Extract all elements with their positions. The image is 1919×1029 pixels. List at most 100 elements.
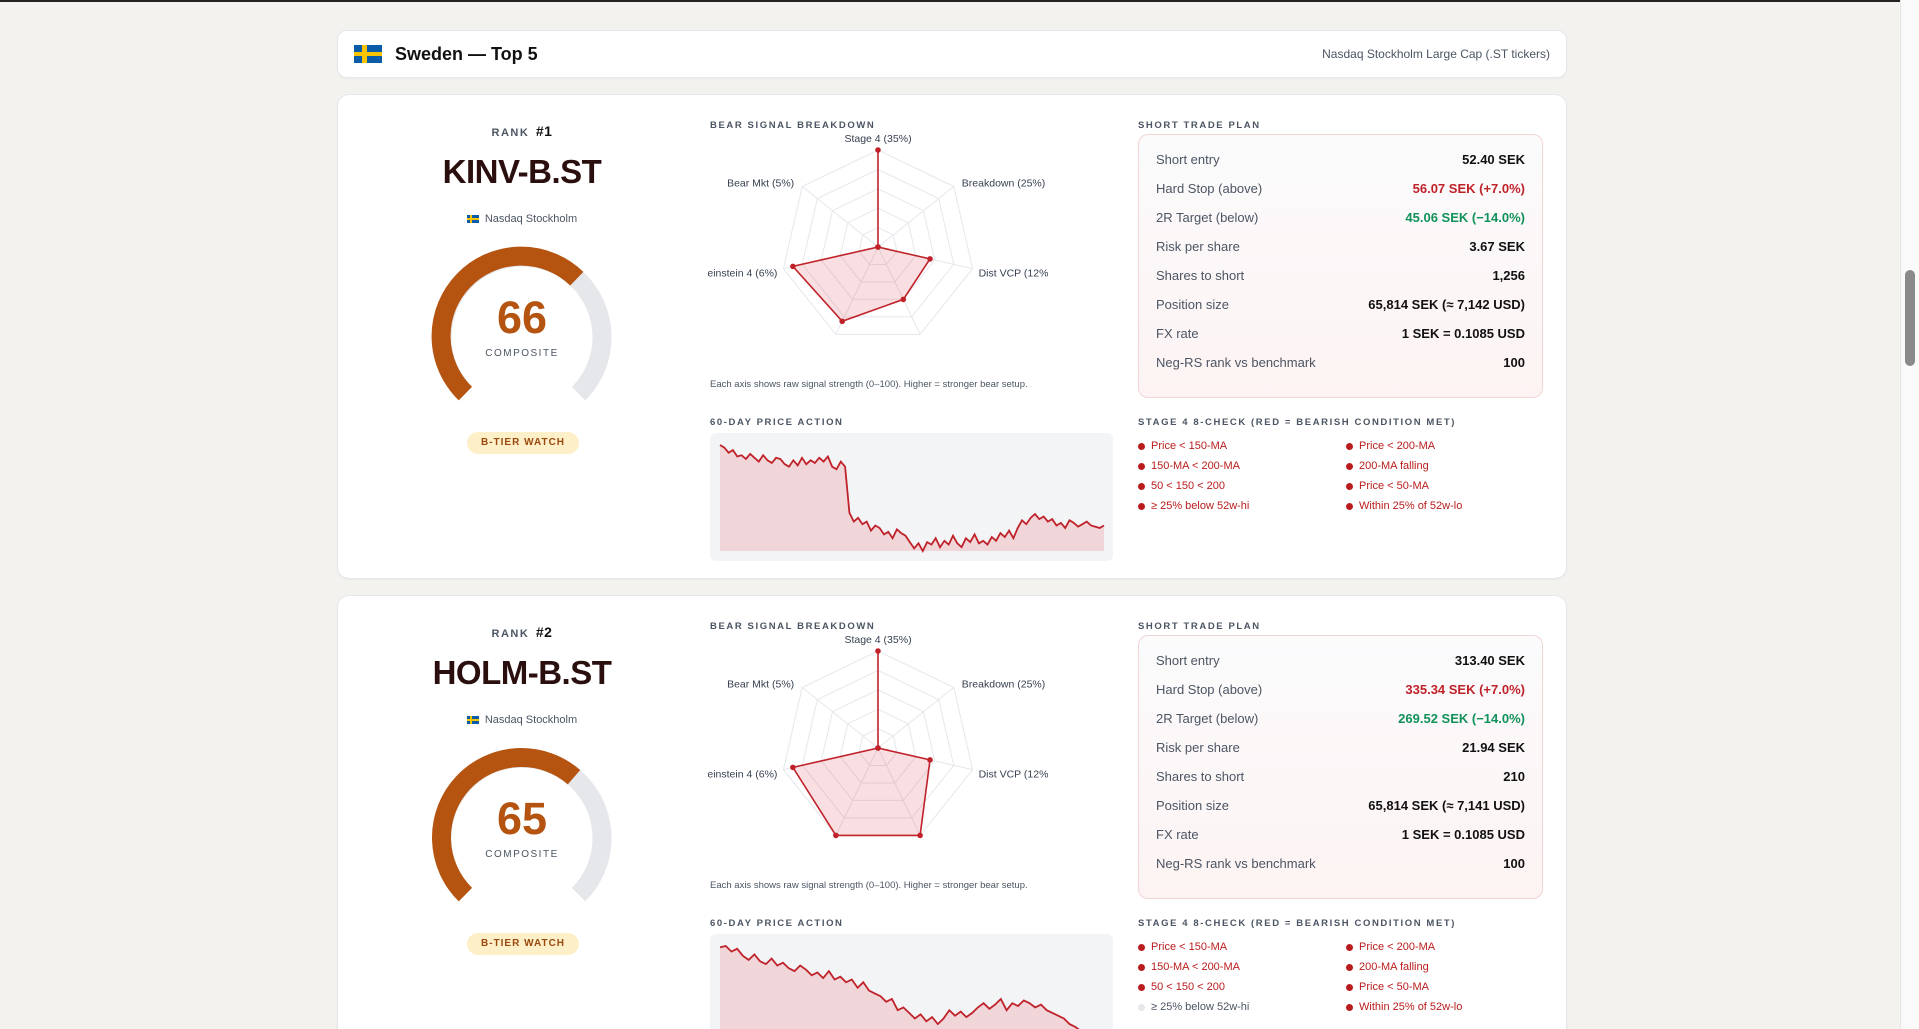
radar-data-area [791,651,931,837]
check-item: ≥ 25% below 52w-hi [1138,498,1346,514]
price-sparkline [719,444,1105,553]
plan-value: 269.52 SEK (−14.0%) [1398,711,1525,726]
plan-label: Neg-RS rank vs benchmark [1156,856,1316,871]
bear-signal-radar-chart: Stage 4 (35%) Breakdown (25%) Dist VCP (12… [708,636,1048,839]
check-dot-icon [1346,462,1353,470]
plan-row: Position size 65,814 SEK (≈ 7,142 USD) [1156,290,1525,319]
radar-axis-line [801,186,879,248]
sweden-flag-icon [354,45,382,63]
plan-value: 1,256 [1492,268,1525,283]
price-action-heading: 60-DAY PRICE ACTION [710,417,844,428]
top-border-line [0,0,1900,2]
price-line [719,945,1080,1029]
radar-axis-line [877,747,921,836]
section-header: Sweden — Top 5 Nasdaq Stockholm Large Ca… [337,30,1567,78]
plan-row: FX rate 1 SEK = 0.1085 USD [1156,820,1525,849]
composite-score: 65 [496,793,548,844]
plan-label: Shares to short [1156,268,1245,283]
check-label: 50 < 150 < 200 [1151,480,1226,492]
radar-grid-ring [839,708,917,784]
plan-label: Risk per share [1156,740,1240,755]
check-item: Price < 150-MA [1138,939,1346,955]
radar-axis-label: Dist VCP (12%) [979,268,1048,280]
price-action-chart [710,433,1113,561]
radar-data-point [875,745,881,751]
stage4-check-heading: STAGE 4 8-CHECK (RED = BEARISH CONDITION… [1138,918,1457,929]
check-label: Price < 200-MA [1359,941,1436,953]
rank-label: RANK #1 [338,123,706,139]
radar-data-point [875,147,881,153]
composite-gauge [431,246,612,401]
radar-axis-line [835,747,879,836]
rank-label: RANK #2 [338,624,706,640]
check-label: Price < 150-MA [1151,440,1228,452]
check-dot-icon [1346,983,1353,991]
radar-grid-ring [820,689,936,801]
check-dot-icon [1138,482,1145,490]
stage4-check-grid: Price < 150-MA Price < 200-MA 150-MA < 200… [1138,939,1543,1015]
price-action-heading: 60-DAY PRICE ACTION [710,918,844,929]
check-dot-icon [1138,462,1145,470]
plan-row: Shares to short 210 [1156,762,1525,791]
sweden-flag-icon [466,716,479,725]
radar-axis-label: Weinstein 4 (6%) [708,769,777,781]
plan-row: Shares to short 1,256 [1156,261,1525,290]
plan-row: 2R Target (below) 269.52 SEK (−14.0%) [1156,704,1525,733]
plan-value: 3.67 SEK [1469,239,1525,254]
radar-grid-ring [858,227,898,265]
plan-row: Neg-RS rank vs benchmark 100 [1156,849,1525,878]
plan-label: Hard Stop (above) [1156,682,1263,697]
plan-label: Short entry [1156,653,1220,668]
plan-row: Short entry 313.40 SEK [1156,646,1525,675]
radar-data-point [875,648,881,654]
plan-row: Neg-RS rank vs benchmark 100 [1156,348,1525,377]
radar-axis-line [877,246,921,335]
check-item: 50 < 150 < 200 [1138,979,1346,995]
plan-value: 1 SEK = 0.1085 USD [1401,326,1525,341]
rank-prefix: RANK [491,628,530,640]
section-subtitle: Nasdaq Stockholm Large Cap (.ST tickers) [1322,47,1550,61]
radar-grid-ring [801,669,955,819]
check-dot-icon [1138,943,1145,951]
radar-axis-label: Weinstein 4 (6%) [708,268,777,280]
radar-note: Each axis shows raw signal strength (0–1… [710,379,1028,390]
check-dot-icon [1138,442,1145,450]
gauge-fill [431,748,581,902]
plan-label: FX rate [1156,827,1199,842]
plan-value: 335.34 SEK (+7.0%) [1405,682,1525,697]
radar-grid-ring [858,728,898,766]
radar-axis-label: Stage 4 (35%) [844,636,911,646]
radar-data-point [790,764,796,771]
plan-label: 2R Target (below) [1156,210,1259,225]
check-item: Price < 150-MA [1138,438,1346,454]
check-label: 50 < 150 < 200 [1151,981,1226,993]
radar-grid-ring [801,168,955,318]
check-label: Within 25% of 52w-lo [1359,1001,1463,1013]
plan-value: 1 SEK = 0.1085 USD [1401,827,1525,842]
radar-data-area [791,150,932,323]
exchange-label: Nasdaq Stockholm [338,714,706,726]
check-item: Within 25% of 52w-lo [1346,999,1543,1015]
scrollbar[interactable] [1900,0,1919,1029]
composite-label: COMPOSITE [485,348,559,359]
check-item: Price < 200-MA [1346,939,1543,955]
radar-note: Each axis shows raw signal strength (0–1… [710,880,1028,891]
check-label: ≥ 25% below 52w-hi [1151,1001,1250,1013]
price-area-fill [720,445,1104,551]
rank-prefix: RANK [491,127,530,139]
check-item: 150-MA < 200-MA [1138,458,1346,474]
check-item: Price < 200-MA [1346,438,1543,454]
bear-breakdown-heading: BEAR SIGNAL BREAKDOWN [710,621,876,632]
radar-axis-line [801,687,879,749]
composite-label: COMPOSITE [485,849,559,860]
radar-data-point [900,296,907,303]
exchange-name: Nasdaq Stockholm [484,714,578,726]
check-item: Price < 50-MA [1346,478,1543,494]
check-label: 200-MA falling [1359,961,1429,973]
plan-label: Hard Stop (above) [1156,181,1263,196]
scrollbar-thumb[interactable] [1905,270,1915,366]
plan-label: Position size [1156,297,1229,312]
plan-row: Risk per share 3.67 SEK [1156,232,1525,261]
radar-axis-label: Dist VCP (12%) [979,769,1048,781]
radar-grid-ring [820,188,936,300]
